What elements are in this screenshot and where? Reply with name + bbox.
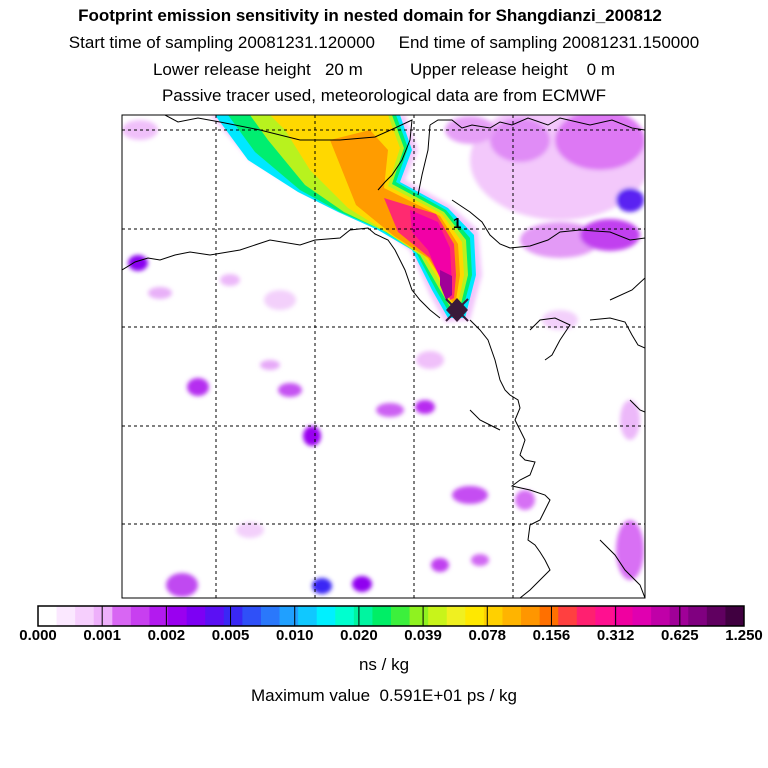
colorbar-cell [651,606,671,626]
background-patches [122,115,645,597]
colorbar-cell [223,606,243,626]
colorbar-cell [186,606,206,626]
colorbar-tick-label: 0.005 [211,627,250,644]
colorbar-frame [37,605,745,627]
colorbar-cell [613,606,634,626]
colorbar-tick-label: 0.020 [340,627,378,644]
footprint-plume [210,115,482,322]
colorbar-cell [706,606,726,626]
colorbar-cell [576,606,596,626]
release-number-label: 1 [453,215,461,232]
colorbar-cell [372,606,392,626]
colorbar-cell [56,606,76,626]
colorbar-tick-label: 0.001 [83,627,121,644]
colorbar-cell [335,606,355,626]
colorbar-cell [409,606,429,626]
colorbar-cell [316,606,336,626]
colorbar-units: ns / kg [358,655,410,674]
colorbar-cell [168,606,188,626]
sampling-time-line: Start time of sampling 20081231.120000 E… [68,33,700,52]
colorbar-tick-label: 0.625 [661,627,699,644]
colorbar-cell [483,606,503,626]
colorbar-cell [112,606,132,626]
colorbar-cell [669,606,689,626]
colorbar-cell [539,606,559,626]
colorbar-cell [521,606,541,626]
colorbar-cell [279,606,299,626]
colorbar-tick-label: 0.010 [275,627,314,644]
colorbar-cell [502,606,522,626]
plot-title: Footprint emission sensitivity in nested… [78,6,662,25]
maximum-value-label: Maximum value 0.591E+01 ps / kg [251,686,517,705]
colorbar-cell [725,606,745,626]
colorbar-tick-label: 0.002 [147,627,186,644]
colorbar-cell [205,606,225,626]
colorbar-cell [428,606,448,626]
map-frame [121,114,646,599]
colorbar-tick-label: 1.250 [725,627,763,644]
colorbar-cell [632,606,652,626]
colorbar-cell [242,606,262,626]
colorbar-cell [595,606,615,626]
colorbar-cells [38,606,745,626]
release-height-line: Lower release height 20 m Upper release … [152,60,616,79]
colorbar-cell [130,606,150,626]
colorbar-tick-label: 0.039 [404,627,442,644]
colorbar-cell [38,606,58,626]
tracer-info-line: Passive tracer used, meteorological data… [161,86,607,105]
colorbar-cell [465,606,485,626]
colorbar-cell [260,606,281,626]
colorbar-cell [391,606,411,626]
colorbar-tick-label: 0.312 [596,627,635,644]
colorbar-cell [446,606,466,626]
colorbar-cell [353,606,373,626]
colorbar-cell [298,606,318,626]
coastlines [122,115,645,598]
colorbar-tick-label: 0.156 [532,627,571,644]
release-point-marker [445,298,469,322]
colorbar-tick-label: 0.078 [468,627,507,644]
map-gridlines [122,115,645,598]
colorbar-cell [558,606,578,626]
colorbar-cell [93,606,113,626]
colorbar-tick-label: 0.000 [19,627,57,644]
colorbar-cell [75,606,95,626]
colorbar-cell [149,606,169,626]
colorbar-cell [688,606,708,626]
